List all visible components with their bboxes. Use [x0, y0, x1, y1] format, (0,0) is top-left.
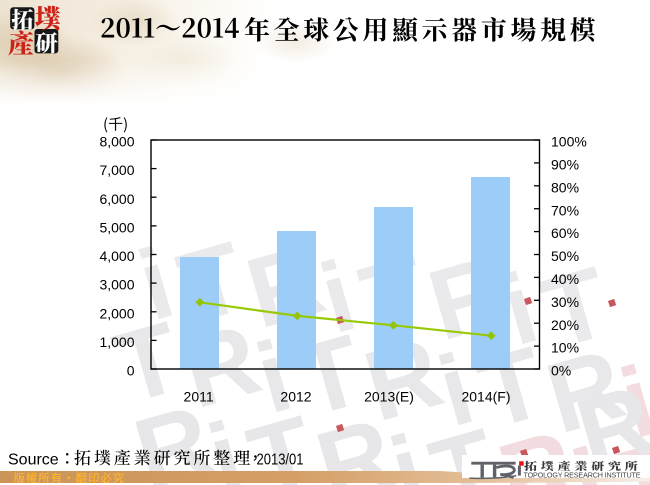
svg-text:2013(E): 2013(E) — [364, 389, 414, 405]
svg-text:7,000: 7,000 — [99, 162, 134, 178]
svg-text:60%: 60% — [551, 225, 579, 241]
svg-text:TOPOLOGY RESEARCH INSTITUTE: TOPOLOGY RESEARCH INSTITUTE — [524, 470, 641, 479]
svg-text:2,000: 2,000 — [99, 305, 134, 321]
svg-text:2013/01: 2013/01 — [257, 452, 304, 469]
svg-text:0: 0 — [127, 363, 135, 379]
svg-text:2012: 2012 — [280, 389, 311, 405]
svg-text:4,000: 4,000 — [99, 248, 134, 264]
svg-text:70%: 70% — [551, 202, 579, 218]
svg-text:8,000: 8,000 — [99, 134, 134, 150]
svg-text:50%: 50% — [551, 248, 579, 264]
svg-text:3,000: 3,000 — [99, 277, 134, 293]
svg-text:5,000: 5,000 — [99, 220, 134, 236]
svg-text:40%: 40% — [551, 271, 579, 287]
svg-text:30%: 30% — [551, 294, 579, 310]
svg-text:0%: 0% — [551, 363, 571, 379]
svg-text:1,000: 1,000 — [99, 334, 134, 350]
svg-text:2011: 2011 — [184, 389, 214, 405]
svg-text:100%: 100% — [551, 134, 587, 150]
svg-text:10%: 10% — [551, 340, 579, 356]
svg-text:Source: Source — [8, 452, 59, 469]
svg-text:90%: 90% — [551, 157, 579, 173]
svg-text:6,000: 6,000 — [99, 191, 134, 207]
svg-text:2014(F): 2014(F) — [461, 389, 510, 405]
svg-text:20%: 20% — [551, 317, 579, 333]
svg-text:80%: 80% — [551, 179, 579, 195]
